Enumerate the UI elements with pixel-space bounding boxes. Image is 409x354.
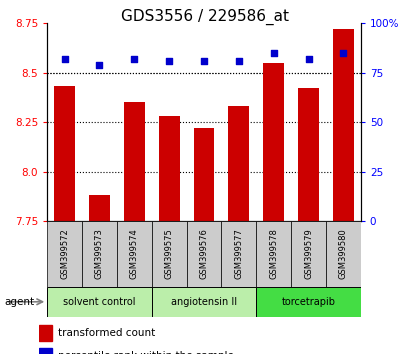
Bar bbox=[47, 221, 82, 287]
Bar bbox=[221, 221, 256, 287]
Bar bbox=[325, 221, 360, 287]
Bar bbox=[117, 221, 151, 287]
Text: GSM399578: GSM399578 bbox=[269, 229, 277, 279]
Text: agent: agent bbox=[4, 297, 34, 307]
Bar bbox=[193, 128, 214, 221]
Point bbox=[166, 58, 172, 63]
Bar bbox=[290, 221, 325, 287]
Bar bbox=[158, 116, 179, 221]
Text: percentile rank within the sample: percentile rank within the sample bbox=[58, 351, 234, 354]
Bar bbox=[151, 287, 256, 317]
Point bbox=[61, 56, 68, 62]
Text: torcetrapib: torcetrapib bbox=[281, 297, 335, 307]
Point bbox=[96, 62, 103, 68]
Text: solvent control: solvent control bbox=[63, 297, 135, 307]
Text: GSM399576: GSM399576 bbox=[199, 229, 208, 279]
Point bbox=[270, 50, 276, 56]
Bar bbox=[54, 86, 75, 221]
Point bbox=[200, 58, 207, 63]
Text: GDS3556 / 229586_at: GDS3556 / 229586_at bbox=[121, 9, 288, 25]
Point bbox=[305, 56, 311, 62]
Bar bbox=[39, 325, 52, 341]
Point bbox=[131, 56, 137, 62]
Point bbox=[235, 58, 242, 63]
Bar bbox=[297, 88, 318, 221]
Text: GSM399580: GSM399580 bbox=[338, 229, 347, 279]
Text: GSM399579: GSM399579 bbox=[303, 229, 312, 279]
Bar bbox=[124, 102, 144, 221]
Bar bbox=[186, 221, 221, 287]
Bar bbox=[332, 29, 353, 221]
Bar bbox=[47, 287, 151, 317]
Bar bbox=[263, 63, 283, 221]
Text: angiotensin II: angiotensin II bbox=[171, 297, 236, 307]
Text: GSM399573: GSM399573 bbox=[95, 229, 103, 279]
Bar bbox=[39, 348, 52, 354]
Text: GSM399572: GSM399572 bbox=[60, 229, 69, 279]
Text: GSM399577: GSM399577 bbox=[234, 229, 243, 279]
Text: GSM399574: GSM399574 bbox=[130, 229, 138, 279]
Bar bbox=[256, 287, 360, 317]
Bar bbox=[82, 221, 117, 287]
Point bbox=[339, 50, 346, 56]
Bar bbox=[256, 221, 290, 287]
Bar bbox=[151, 221, 186, 287]
Bar bbox=[228, 106, 249, 221]
Text: transformed count: transformed count bbox=[58, 328, 155, 338]
Bar bbox=[89, 195, 110, 221]
Text: GSM399575: GSM399575 bbox=[164, 229, 173, 279]
